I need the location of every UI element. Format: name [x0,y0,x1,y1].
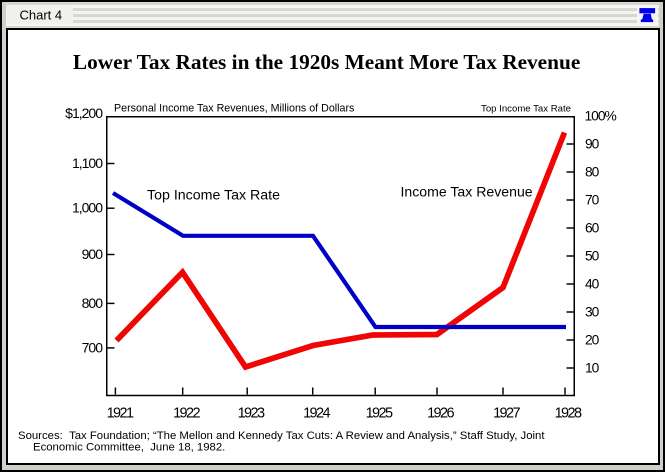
svg-text:10: 10 [585,361,600,376]
svg-text:50: 50 [585,249,600,264]
svg-text:Lower Tax Rates in the 1920s M: Lower Tax Rates in the 1920s Meant More … [73,50,580,74]
svg-text:800: 800 [82,295,104,311]
svg-text:80: 80 [585,165,600,180]
svg-text:1,000: 1,000 [72,200,103,216]
svg-text:Personal Income Tax Revenues,: Personal Income Tax Revenues, Millions o… [114,103,354,115]
svg-text:1,100: 1,100 [72,155,103,171]
svg-text:Sources: Tax Foundation; “The: Sources: Tax Foundation; “The Mellon and… [18,430,545,442]
svg-text:$1,200: $1,200 [65,105,103,121]
svg-text:1925: 1925 [366,406,393,422]
svg-text:30: 30 [585,305,600,320]
svg-text:1921: 1921 [107,406,134,422]
svg-text:40: 40 [585,277,600,292]
svg-text:20: 20 [585,333,600,348]
svg-text:100%: 100% [585,109,617,124]
svg-text:70: 70 [585,193,600,208]
svg-text:Income Tax Revenue: Income Tax Revenue [401,184,533,200]
svg-text:700: 700 [82,339,104,355]
svg-text:1928: 1928 [555,406,582,422]
svg-text:1927: 1927 [493,406,520,422]
svg-text:1922: 1922 [173,406,200,422]
svg-text:60: 60 [585,221,600,236]
svg-text:90: 90 [585,137,600,152]
svg-text:1926: 1926 [427,406,454,422]
svg-text:Economic Committee, June 18,: Economic Committee, June 18, 1982. [33,441,225,453]
svg-text:900: 900 [82,246,104,262]
svg-text:Top Income Tax Rate: Top Income Tax Rate [481,104,571,115]
svg-text:1924: 1924 [303,406,330,422]
svg-text:Chart 4: Chart 4 [20,8,63,23]
svg-text:1923: 1923 [238,406,265,422]
svg-text:Top Income Tax Rate: Top Income Tax Rate [147,188,280,204]
